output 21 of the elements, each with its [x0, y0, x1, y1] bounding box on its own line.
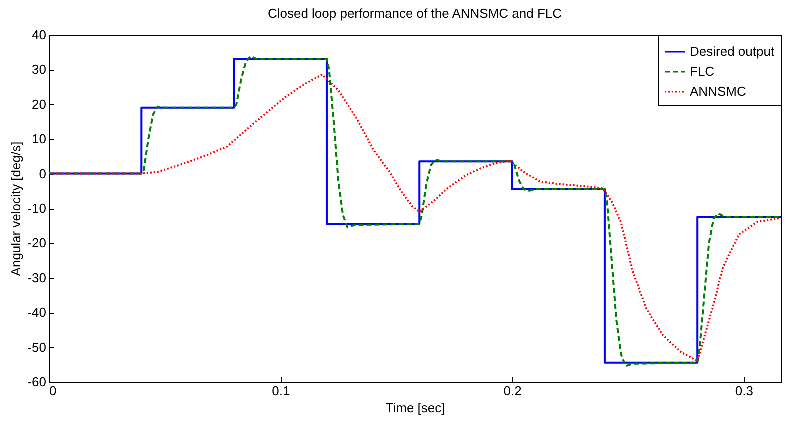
y-tick-label: -50	[28, 340, 46, 355]
x-tick-label: 0.2	[504, 384, 522, 398]
y-tick-label: 30	[32, 62, 46, 78]
y-tick-label: -60	[28, 374, 46, 390]
legend-label: Desired output	[690, 44, 775, 59]
y-tick-label: -20	[28, 236, 46, 251]
y-tick-label: 40	[32, 28, 46, 42]
legend-label: ANNSMC	[690, 84, 746, 99]
y-tick-label: -10	[28, 201, 46, 216]
y-axis-title: Angular velocity [deg/s]	[8, 142, 24, 276]
x-axis-title: Time [sec]	[386, 400, 446, 416]
legend-label: FLC	[690, 64, 715, 79]
x-tick-label: 0.1	[272, 384, 290, 398]
chart-title: Closed loop performance of the ANNSMC and FLC	[268, 6, 562, 21]
y-tick-label: 20	[32, 96, 46, 112]
y-tick-label: -40	[28, 305, 46, 320]
x-tick-label: 0.3	[735, 384, 754, 398]
y-tick-label: 0	[39, 166, 46, 182]
y-tick-label: -30	[28, 270, 46, 286]
y-tick-label: 10	[32, 132, 46, 147]
x-tick-label: 0	[50, 384, 57, 398]
